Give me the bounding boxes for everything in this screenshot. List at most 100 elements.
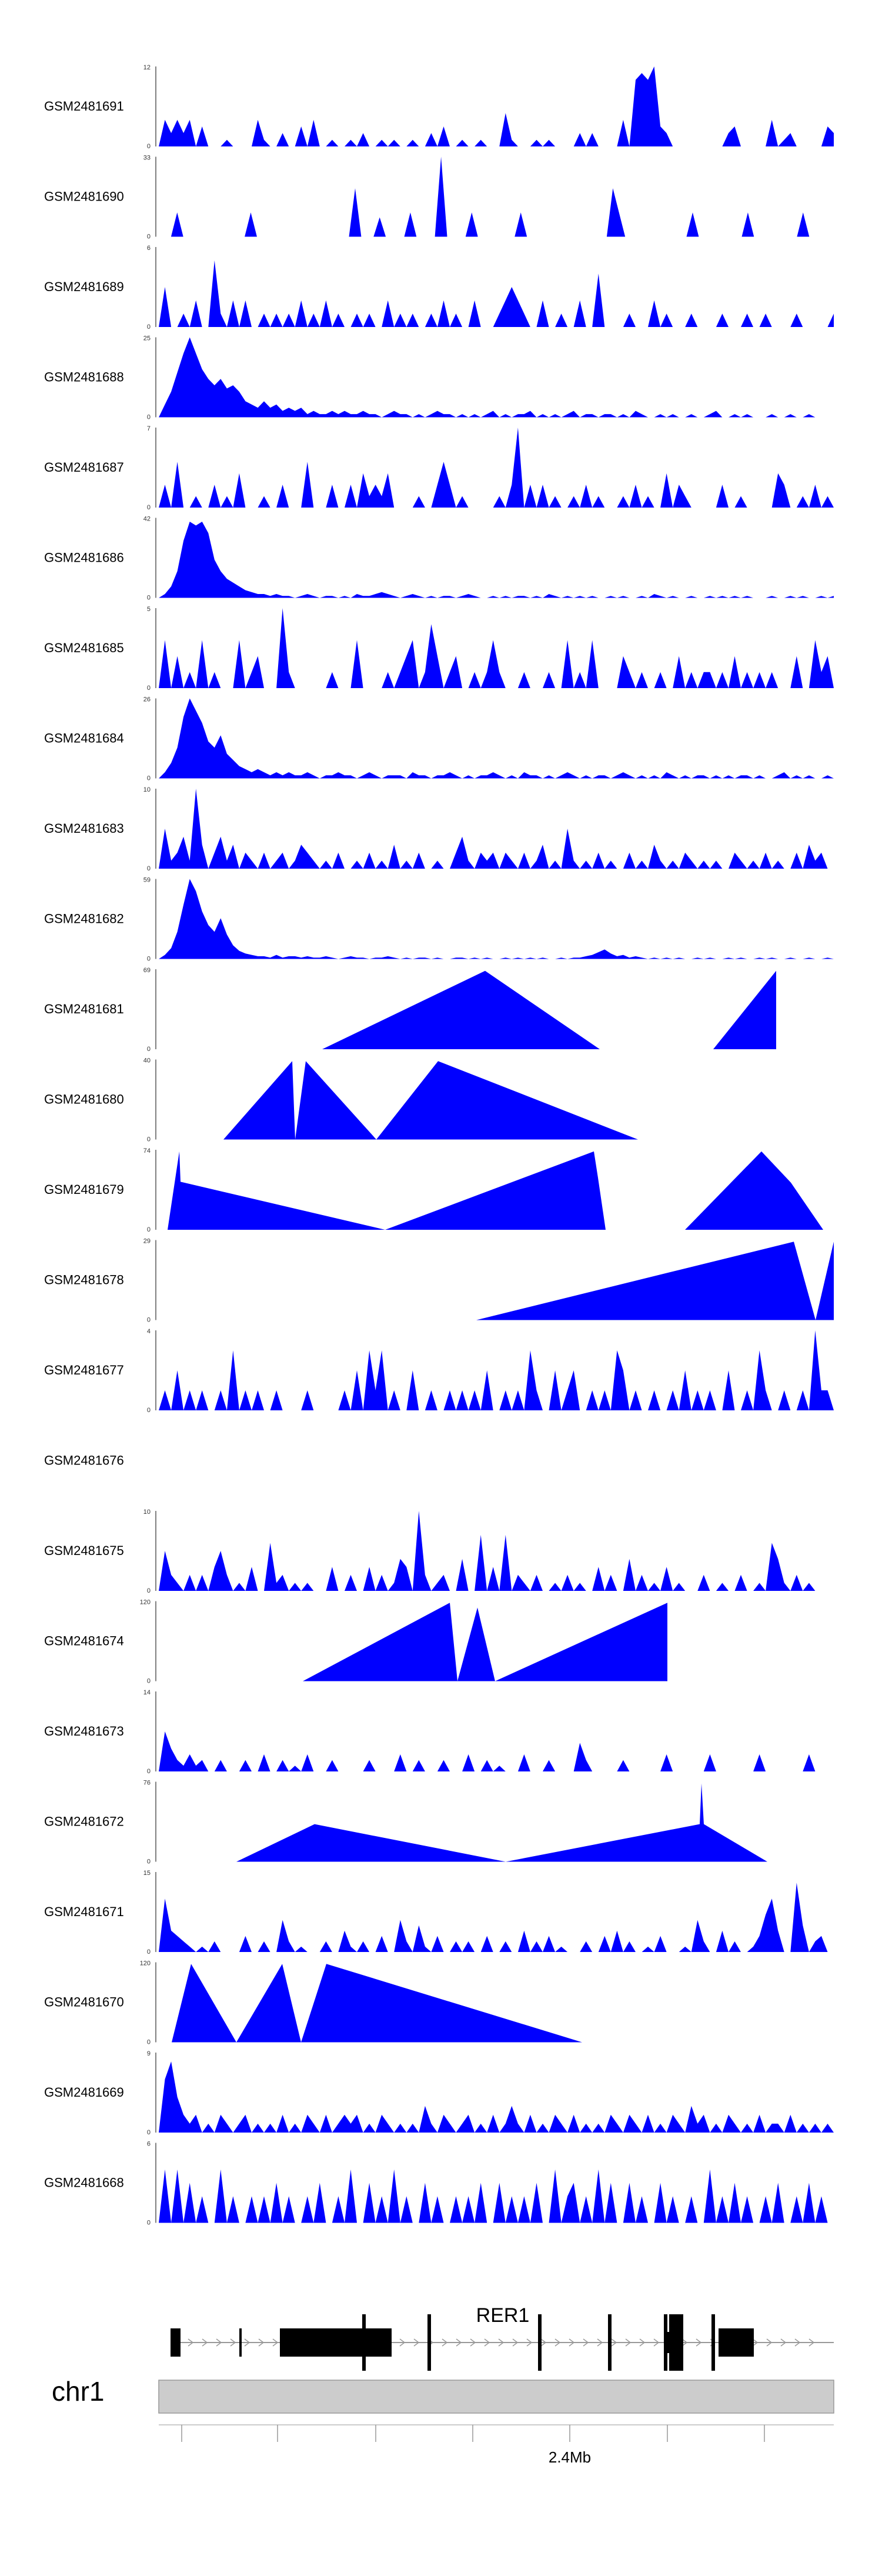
coverage-area [159,608,834,688]
y-max-label: 29 [143,1238,151,1245]
track-label: GSM2481676 [44,1453,124,1468]
y-max-label: 10 [143,786,151,793]
track-GSM2481677: GSM2481677 4 0 [44,1328,834,1414]
track-GSM2481688: GSM2481688 25 0 [44,335,834,421]
track-label: GSM2481679 [44,1182,124,1197]
track-GSM2481687: GSM2481687 7 0 [44,425,834,511]
y-max-label: 7 [147,425,151,432]
y-max-label: 74 [143,1147,151,1154]
track-GSM2481681: GSM2481681 69 0 [44,967,776,1053]
y-max-label: 40 [143,1057,151,1065]
y-max-label: 120 [140,1960,151,1967]
coverage-area [159,879,834,959]
axis-tick-label: 2.4Mb [549,2448,591,2466]
track-GSM2481673: GSM2481673 14 0 [44,1689,834,1775]
track-GSM2481680: GSM2481680 40 0 [44,1057,638,1143]
track-label: GSM2481688 [44,370,124,385]
strand-arrow [625,2338,632,2347]
track-GSM2481669: GSM2481669 9 0 [44,2050,834,2136]
track-GSM2481672: GSM2481672 76 0 [44,1780,767,1866]
coverage-area [159,156,834,237]
genome-axis [159,2424,834,2442]
track-label: GSM2481686 [44,550,124,565]
strand-arrow [766,2338,773,2347]
track-GSM2481678: GSM2481678 29 0 [44,1238,834,1324]
coverage-area [159,1511,834,1591]
coverage-area [223,1061,638,1140]
exon-marker [608,2314,612,2371]
track-label: GSM2481678 [44,1273,124,1287]
strand-arrow [272,2338,279,2347]
track-label: GSM2481683 [44,821,124,836]
track-GSM2481682: GSM2481682 59 0 [44,877,834,963]
coverage-area [159,260,834,327]
strand-arrow [512,2338,519,2347]
y-max-label: 10 [143,1509,151,1516]
exon-marker [538,2314,542,2371]
strand-arrow [569,2338,575,2347]
track-label: GSM2481682 [44,912,124,926]
y-min-label: 0 [147,1317,151,1324]
coverage-area [322,970,776,1049]
track-GSM2481684: GSM2481684 26 0 [44,696,834,782]
data-tracks: GSM2481691120GSM2481690330GSM248168960GS… [44,64,834,2227]
y-max-label: 69 [143,967,151,974]
y-max-label: 6 [147,245,151,252]
y-min-label: 0 [147,956,151,963]
y-min-label: 0 [147,1858,151,1866]
track-label: GSM2481671 [44,1904,124,1919]
y-min-label: 0 [147,414,151,421]
coverage-area [159,428,834,508]
strand-arrow [780,2338,787,2347]
y-min-label: 0 [147,1768,151,1775]
y-max-label: 33 [143,155,151,162]
track-label: GSM2481691 [44,99,124,114]
y-min-label: 0 [147,1587,151,1594]
y-max-label: 15 [143,1870,151,1877]
track-label: GSM2481675 [44,1543,124,1558]
y-max-label: 9 [147,2050,151,2057]
strand-arrow [752,2338,759,2347]
y-max-label: 25 [143,335,151,342]
track-label: GSM2481670 [44,1995,124,2010]
coverage-area [159,2061,834,2133]
y-max-label: 14 [143,1689,151,1696]
y-min-label: 0 [147,1136,151,1143]
track-GSM2481674: GSM2481674 120 0 [44,1599,667,1685]
coverage-area [476,1242,834,1320]
coverage-area [159,522,834,598]
exon-marker [427,2314,431,2371]
track-label: GSM2481680 [44,1092,124,1107]
strand-arrow [526,2338,533,2347]
track-label: GSM2481672 [44,1814,124,1829]
strand-arrow [442,2338,448,2347]
coverage-area [159,2169,834,2223]
coverage-area [159,698,834,779]
y-min-label: 0 [147,1226,151,1233]
strand-arrow [484,2338,490,2347]
strand-arrow [639,2338,646,2347]
y-min-label: 0 [147,1678,151,1685]
strand-arrow [611,2338,617,2347]
coverage-area [159,1731,834,1771]
strand-arrow [597,2338,603,2347]
y-min-label: 0 [147,233,151,241]
y-max-label: 5 [147,606,151,613]
exon-marker [362,2314,366,2371]
track-GSM2481690: GSM2481690 33 0 [44,155,834,241]
exon [280,2328,392,2357]
track-GSM2481670: GSM2481670 120 0 [44,1960,582,2046]
track-label: GSM2481668 [44,2175,124,2190]
track-label: GSM2481689 [44,279,124,294]
strand-arrow [808,2338,815,2347]
coverage-area [168,1151,834,1230]
track-GSM2481676: GSM2481676 [44,1453,124,1468]
y-min-label: 0 [147,775,151,782]
track-GSM2481686: GSM2481686 42 0 [44,516,834,602]
strand-arrow [653,2338,660,2347]
track-label: GSM2481669 [44,2085,124,2100]
strand-arrow [456,2338,462,2347]
exon [719,2328,754,2357]
y-min-label: 0 [147,1407,151,1414]
